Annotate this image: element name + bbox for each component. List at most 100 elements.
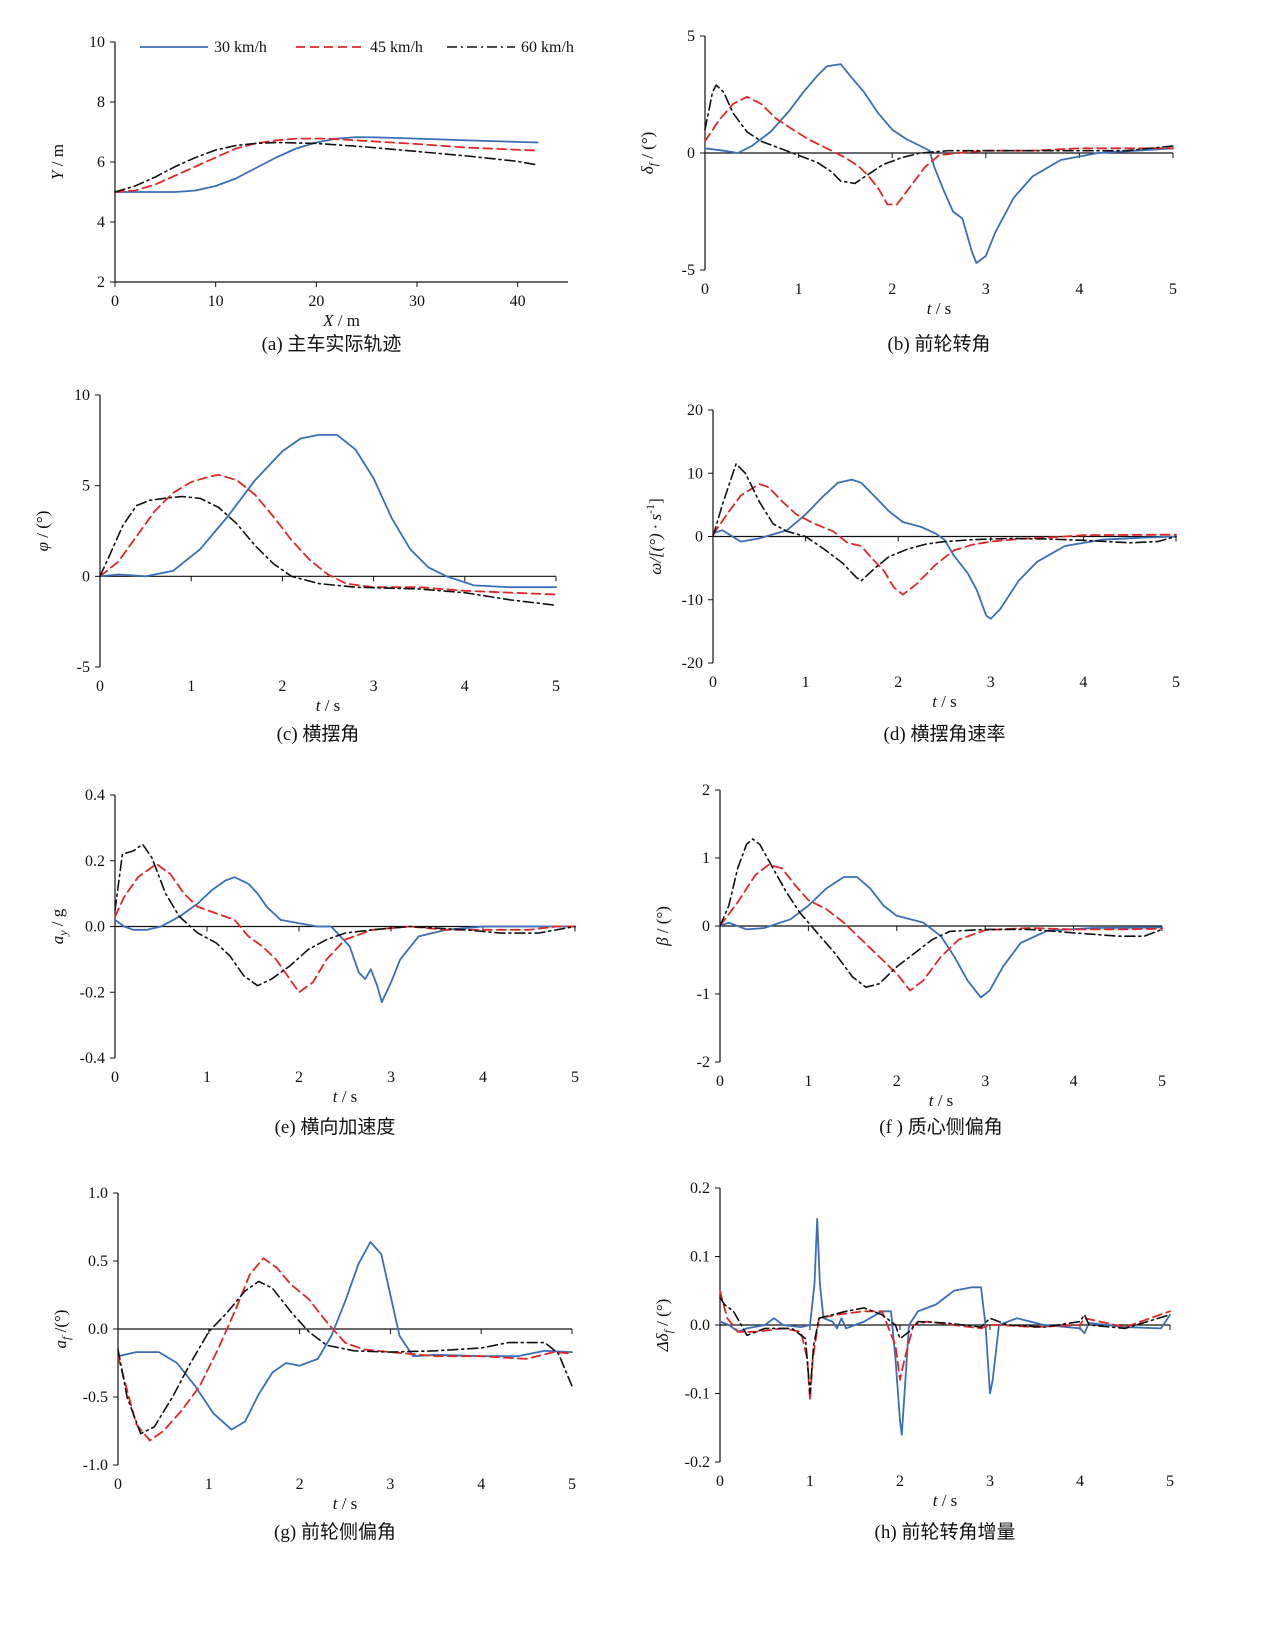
y-tick-label: 1.0 [88,1185,108,1202]
series-line-60-km-h [712,463,1177,582]
y-tick-label: 5 [687,28,695,45]
y-axis-label-var: φ [33,542,52,551]
y-tick-label: 20 [687,402,703,419]
y-axis-label: δf / (°) [638,132,660,175]
y-tick-label: -2 [697,1054,710,1071]
x-axis-label: t / s [333,1494,358,1513]
x-axis-label-var: t [927,299,933,318]
x-axis-label-var: t [316,696,322,715]
series-line-45-km-h [114,137,539,193]
y-tick-label: -1 [697,986,710,1003]
y-tick-label: 1 [702,850,710,867]
series-line-60-km-h [719,1296,1171,1395]
y-axis-label-unit: / m [48,144,67,170]
x-tick-label: 2 [894,674,902,691]
y-tick-label: 0.2 [85,853,105,870]
panel-caption: (b) 前轮转角 [888,333,991,355]
x-axis-label-var: t [932,692,938,711]
x-tick-label: 2 [893,1073,901,1090]
y-axis-label-unit: / (°) [33,511,52,542]
panel-caption: (a) 主车实际轨迹 [262,333,402,355]
x-tick-label: 4 [461,678,469,695]
x-tick-label: 0 [111,1069,119,1086]
y-axis-label-var: δ [638,165,657,174]
y-axis-label: β / (°) [653,906,672,947]
x-tick-label: 0 [701,281,709,298]
x-tick-label: 2 [278,678,286,695]
x-tick-label: 5 [1158,1073,1166,1090]
y-axis-label-var: Y [48,169,67,180]
chart-panel-g: -1.0 -0.5 0.0 0.5 1.0 0 1 2 3 4 5 t / s af /(°) (g) 前… [51,1185,576,1543]
x-tick-label: 1 [187,678,195,695]
y-tick-label: -0.5 [83,1389,108,1406]
panel-caption: (h) 前轮转角增量 [875,1521,1016,1543]
series-line-60-km-h [719,838,1163,988]
series-line-45-km-h [704,95,1174,206]
x-tick-label: 10 [208,293,224,310]
y-axis-label-unit: / (°) [638,132,657,163]
x-axis-label-var: t [333,1494,339,1513]
x-tick-label: 20 [308,293,324,310]
x-tick-label: 1 [802,674,810,691]
y-axis-label-var: a [51,1340,70,1349]
series-line-60-km-h [99,495,557,607]
series-line-30-km-h [114,136,539,193]
x-tick-label: 0 [114,1476,122,1493]
y-axis-label-var: Δδ [653,1332,672,1352]
y-axis-label-unit: / (°) [653,906,672,937]
y-tick-label: 0.2 [690,1180,710,1197]
x-axis-label-var: X [322,311,334,330]
x-tick-label: 5 [571,1069,579,1086]
x-axis-label-unit: / s [337,1494,357,1513]
y-axis-label-sub: f [661,1328,675,1333]
x-tick-label: 5 [568,1476,576,1493]
x-tick-label: 40 [510,293,526,310]
panel-caption: (f ) 质心侧偏角 [879,1116,1002,1138]
legend-label-1: 45 km/h [370,39,423,56]
series-line-30-km-h [99,434,557,589]
series-line-45-km-h [117,1257,573,1442]
y-axis-label-sub: f [59,1335,73,1340]
chart-panel-d: -20 -10 0 10 20 0 1 2 3 4 5 t / s ω/[(°) · s-1] (d) 横… [643,402,1180,745]
x-tick-label: 5 [1172,674,1180,691]
x-tick-label: 2 [888,281,896,298]
x-axis-label-unit: / s [937,1491,957,1510]
series-line-45-km-h [712,483,1177,596]
y-tick-label: -1.0 [83,1457,108,1474]
legend-label-0: 30 km/h [214,39,267,56]
x-tick-label: 0 [709,674,717,691]
y-axis-label: af /(°) [51,1310,73,1349]
x-axis-label-unit: / s [933,1091,953,1110]
chart-panel-f: -2 -1 0 1 2 0 1 2 3 4 5 t / s β / (°) (f ) 质心侧偏角 [653,782,1166,1138]
series-line-30-km-h [117,1241,573,1431]
x-tick-label: 1 [795,281,803,298]
x-axis-label: t / s [929,1091,954,1110]
x-tick-label: 0 [716,1073,724,1090]
x-tick-label: 0 [716,1473,724,1490]
x-tick-label: 4 [1075,281,1083,298]
x-tick-label: 3 [370,678,378,695]
y-axis-label-unit: / (°) [653,1299,672,1330]
x-axis-label-var: t [333,1087,339,1106]
x-tick-label: 3 [981,1073,989,1090]
legend: 30 km/h 45 km/h 60 km/h [140,39,574,56]
y-tick-label: 0.1 [690,1249,710,1266]
y-tick-label: 6 [97,154,105,171]
x-axis-label-unit: / s [320,696,340,715]
x-tick-label: 4 [1076,1473,1084,1490]
x-axis-label-unit: / s [937,692,957,711]
y-tick-label: 2 [97,274,105,291]
y-axis-label-var: β [653,937,672,947]
x-tick-label: 4 [479,1069,487,1086]
y-tick-label: 10 [74,387,90,404]
panel-caption: (e) 横向加速度 [275,1116,396,1138]
x-tick-label: 1 [806,1473,814,1490]
series-line-30-km-h [719,876,1163,999]
y-axis-label-unit: ] [646,498,665,504]
x-tick-label: 5 [1169,281,1177,298]
y-tick-label: -5 [77,659,90,676]
y-axis-label: ω/[(°) · s-1] [643,498,665,575]
y-axis-label-sub: f [646,161,660,166]
x-tick-label: 30 [409,293,425,310]
